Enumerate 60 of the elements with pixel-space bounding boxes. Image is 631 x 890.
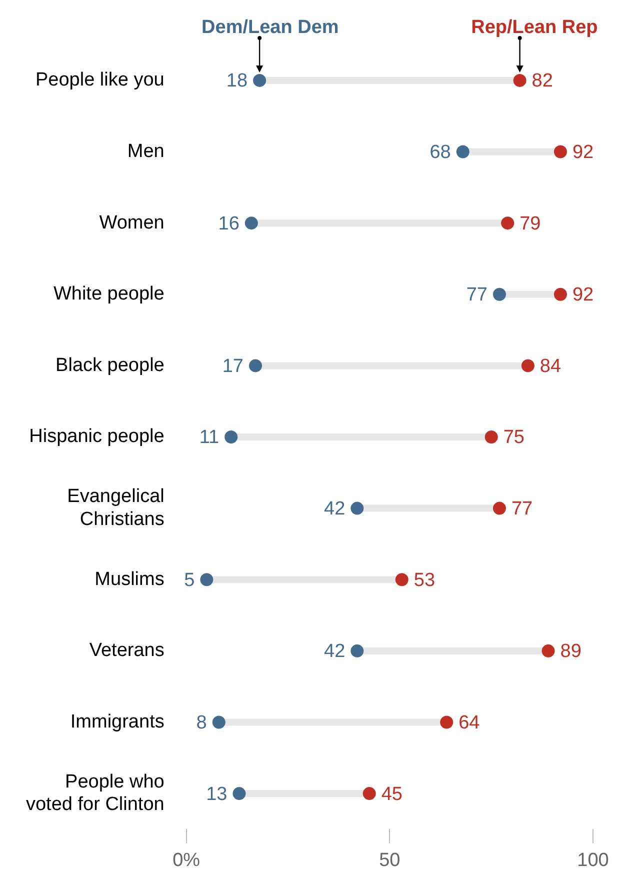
point bbox=[440, 716, 454, 729]
y-tick-label: Men bbox=[127, 141, 164, 162]
data-label: 92 bbox=[572, 284, 594, 306]
data-label: 92 bbox=[572, 142, 594, 163]
data-label: 17 bbox=[222, 356, 244, 377]
data-label: 64 bbox=[458, 712, 480, 734]
data-label: 11 bbox=[199, 427, 220, 448]
point bbox=[554, 288, 567, 301]
y-tick-label: Black people bbox=[56, 354, 164, 376]
data-label: 5 bbox=[184, 570, 195, 591]
data-label: 77 bbox=[511, 498, 533, 520]
x-tick-label: 100 bbox=[577, 850, 609, 871]
data-label: 77 bbox=[466, 284, 488, 306]
data-label: 89 bbox=[560, 641, 582, 662]
point bbox=[200, 573, 214, 586]
point bbox=[542, 644, 555, 658]
data-label: 16 bbox=[218, 213, 240, 234]
x-tick-label: 50 bbox=[379, 850, 400, 871]
data-label: 8 bbox=[196, 712, 207, 734]
point bbox=[492, 502, 506, 515]
point bbox=[521, 359, 534, 372]
point bbox=[248, 359, 262, 372]
x-tick-label: 0% bbox=[172, 850, 200, 871]
point bbox=[244, 216, 258, 230]
data-label: 13 bbox=[206, 784, 228, 805]
point bbox=[513, 74, 526, 87]
data-label: 18 bbox=[226, 70, 248, 92]
y-tick-label: Evangelical Christians bbox=[67, 486, 164, 530]
point bbox=[350, 502, 364, 515]
point bbox=[501, 216, 514, 230]
point bbox=[456, 145, 470, 158]
y-tick-label: White people bbox=[53, 284, 164, 305]
data-label: 53 bbox=[414, 570, 436, 591]
y-tick-label: People who voted for Clinton bbox=[26, 771, 164, 816]
point bbox=[362, 787, 376, 800]
text: Rep/Lean Rep bbox=[471, 17, 598, 38]
data-label: 45 bbox=[381, 784, 402, 805]
y-tick-label: Women bbox=[99, 212, 164, 234]
data-label: 84 bbox=[540, 356, 562, 377]
y-tick-label: Immigrants bbox=[70, 711, 164, 732]
point bbox=[484, 430, 498, 444]
data-label: 42 bbox=[324, 641, 346, 662]
data-label: 82 bbox=[532, 70, 553, 92]
point bbox=[253, 74, 266, 87]
data-label: 75 bbox=[503, 427, 524, 448]
point bbox=[232, 787, 246, 800]
data-label: 42 bbox=[324, 498, 346, 520]
point bbox=[350, 644, 364, 658]
y-tick-label: Veterans bbox=[89, 640, 164, 662]
point bbox=[212, 716, 226, 729]
point bbox=[554, 145, 567, 158]
data-label: 79 bbox=[520, 213, 541, 234]
text: Dem/Lean Dem bbox=[202, 17, 339, 38]
y-tick-label: Hispanic people bbox=[29, 426, 164, 448]
point bbox=[492, 288, 506, 301]
point bbox=[395, 573, 408, 586]
point bbox=[224, 430, 238, 444]
y-tick-label: People like you bbox=[35, 70, 164, 91]
y-tick-label: Muslims bbox=[94, 568, 164, 590]
data-label: 68 bbox=[430, 142, 451, 163]
